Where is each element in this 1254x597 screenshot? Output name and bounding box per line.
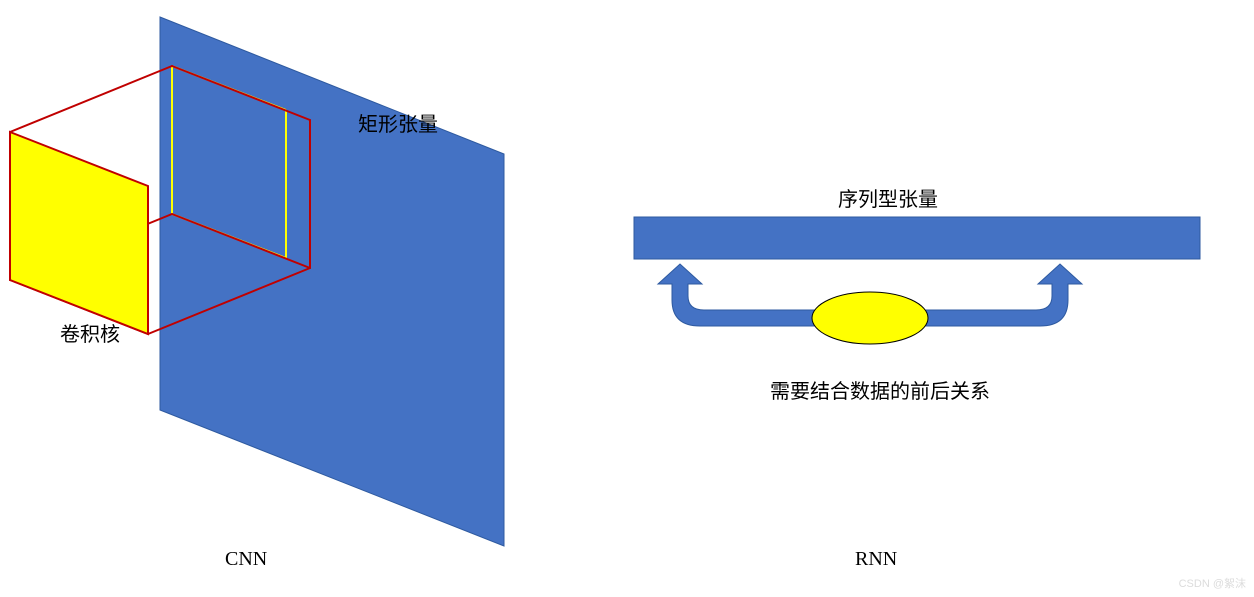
rnn-context-label: 需要结合数据的前后关系 bbox=[770, 375, 990, 404]
rnn-title: RNN bbox=[855, 548, 897, 571]
rnn-arrow-left bbox=[658, 264, 818, 326]
cnn-kernel-front-face bbox=[10, 132, 148, 334]
rnn-sequence-bar bbox=[634, 217, 1200, 259]
diagram-canvas bbox=[0, 0, 1254, 597]
watermark: CSDN @絮沫 bbox=[1179, 575, 1246, 591]
cnn-title: CNN bbox=[225, 548, 267, 571]
rnn-arrow-right bbox=[922, 264, 1082, 326]
cnn-tensor-plane bbox=[160, 17, 504, 546]
rnn-context-node bbox=[812, 292, 928, 344]
cnn-tensor-label: 矩形张量 bbox=[358, 108, 438, 137]
rnn-tensor-label: 序列型张量 bbox=[838, 183, 938, 212]
cnn-kernel-label: 卷积核 bbox=[60, 318, 120, 347]
